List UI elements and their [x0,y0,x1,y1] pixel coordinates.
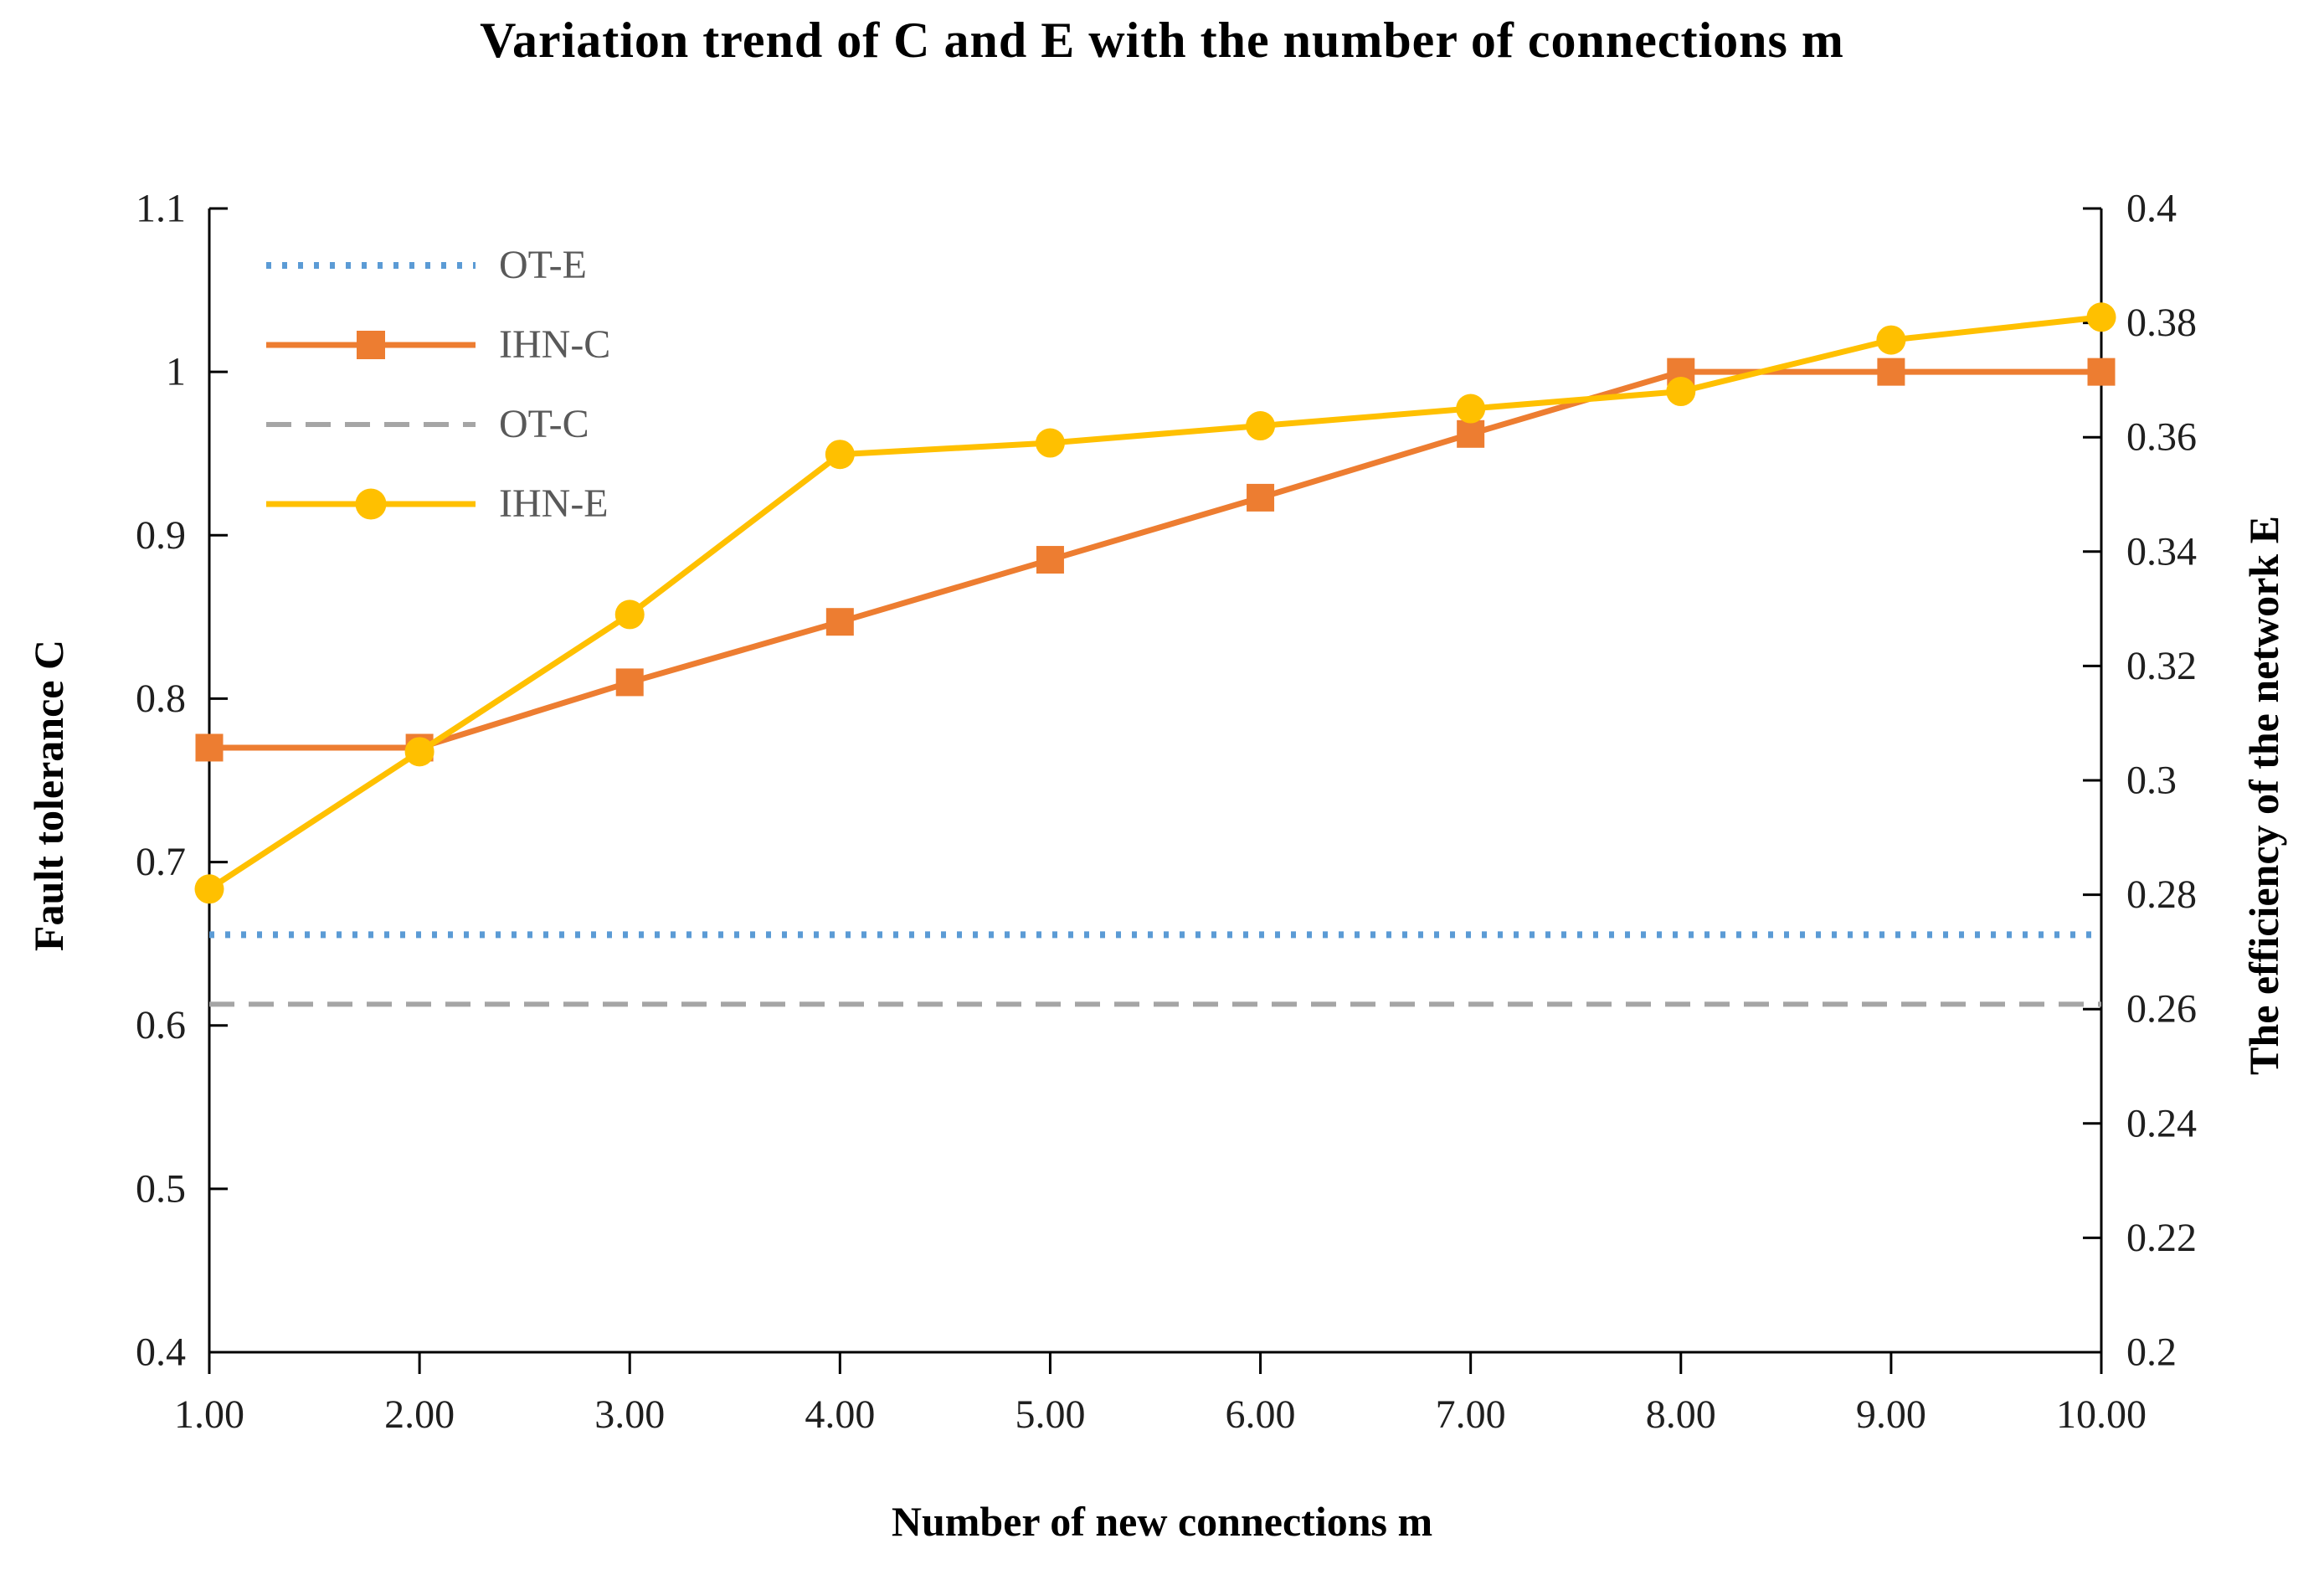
right-axis-tick-label: 0.32 [2126,644,2197,688]
series-ihn-c-marker [1457,419,1485,448]
series-ihn-c-marker [1247,483,1275,512]
x-axis-tick-label: 7.00 [1436,1392,1506,1437]
x-axis-tick-label: 10.00 [2056,1392,2147,1437]
legend: OT-E IHN-C OT-C IHN-E [266,243,611,526]
series-ihn-c-marker [825,608,854,636]
x-axis-tick-label: 3.00 [594,1392,665,1437]
right-axis-tick-label: 0.3 [2126,759,2177,803]
legend-line-sample [266,262,476,269]
right-axis-title: The efficiency of the network E [2240,515,2288,1075]
right-axis-tick-label: 0.4 [2126,187,2177,231]
right-axis-tick-label: 0.36 [2126,415,2197,460]
series-ihn-e-marker [614,599,645,630]
right-axis-title-wrap: The efficiency of the network E [2240,0,2287,1590]
left-axis-title-wrap: Fault tolerance C [25,0,72,1590]
left-axis-title: Fault tolerance C [25,639,72,951]
x-axis-tick-label: 5.00 [1015,1392,1085,1437]
legend-line-sample [266,422,476,427]
legend-label: IHN-C [499,322,611,367]
series-ihn-c-marker [2087,358,2116,386]
x-axis-tick-label: 2.00 [384,1392,455,1437]
left-axis-tick-label: 0.9 [136,513,186,558]
legend-label: OT-E [499,243,587,287]
x-axis-title: Number of new connections m [891,1498,1433,1545]
legend-swatch-square-marker-icon [266,327,476,363]
left-axis-tick-label: 0.4 [136,1330,186,1375]
series-ihn-c-marker [195,733,224,762]
legend-swatch-dashed-line-icon [266,406,476,443]
series-ihn-c-marker [1036,546,1064,574]
left-axis-tick-label: 0.5 [136,1166,186,1211]
series-ihn-c-line [209,368,2101,751]
legend-item-ot-e: OT-E [266,243,610,287]
x-axis-tick-label: 1.00 [174,1392,244,1437]
legend-item-ot-c: OT-C [266,402,610,446]
legend-item-ihn-c: IHN-C [266,322,611,367]
legend-swatch-circle-marker-icon [266,486,476,522]
left-axis-tick-label: 0.8 [136,677,186,721]
series-ihn-e-marker [194,874,224,904]
series-ihn-e-marker [1035,428,1065,458]
chart-title: Variation trend of C and E with the numb… [480,13,1844,68]
right-axis-tick-label: 0.34 [2126,529,2197,574]
left-axis-tick-label: 1 [166,350,186,394]
x-axis-tick-label: 8.00 [1646,1392,1716,1437]
series-ihn-c-marker [615,668,644,697]
right-axis-tick-label: 0.24 [2126,1101,2197,1145]
series-ihn-e-marker [2086,302,2116,332]
series-ihn-e-marker [1876,325,1906,355]
legend-line-sample [266,331,476,359]
left-axis-tick-label: 1.1 [136,187,186,231]
x-axis-tick-label: 4.00 [805,1392,875,1437]
left-axis-tick-label: 0.6 [136,1003,186,1047]
right-axis-tick-label: 0.22 [2126,1216,2197,1260]
right-axis-tick-label: 0.38 [2126,301,2197,345]
legend-item-ihn-e: IHN-E [266,481,610,526]
legend-line-sample [266,488,476,520]
left-axis-tick-label: 0.7 [136,840,186,884]
series-ihn-e-marker [404,737,434,767]
series-ihn-c-marker [1877,358,1905,386]
series-ihn-e-marker [1246,411,1276,441]
legend-label: OT-C [499,402,589,446]
legend-swatch-dotted-line-icon [266,247,476,284]
x-axis-tick-label: 6.00 [1226,1392,1296,1437]
right-axis-tick-label: 0.26 [2126,987,2197,1032]
x-axis-tick-label: 9.00 [1856,1392,1926,1437]
legend-label: IHN-E [499,481,609,526]
series-ihn-e-marker [825,440,855,470]
series-ihn-e-marker [1456,394,1486,424]
series-ihn-e-line [208,314,2102,892]
right-axis-tick-label: 0.2 [2126,1330,2177,1375]
right-axis-tick-label: 0.28 [2126,872,2197,917]
series-ihn-e-marker [1666,377,1696,407]
